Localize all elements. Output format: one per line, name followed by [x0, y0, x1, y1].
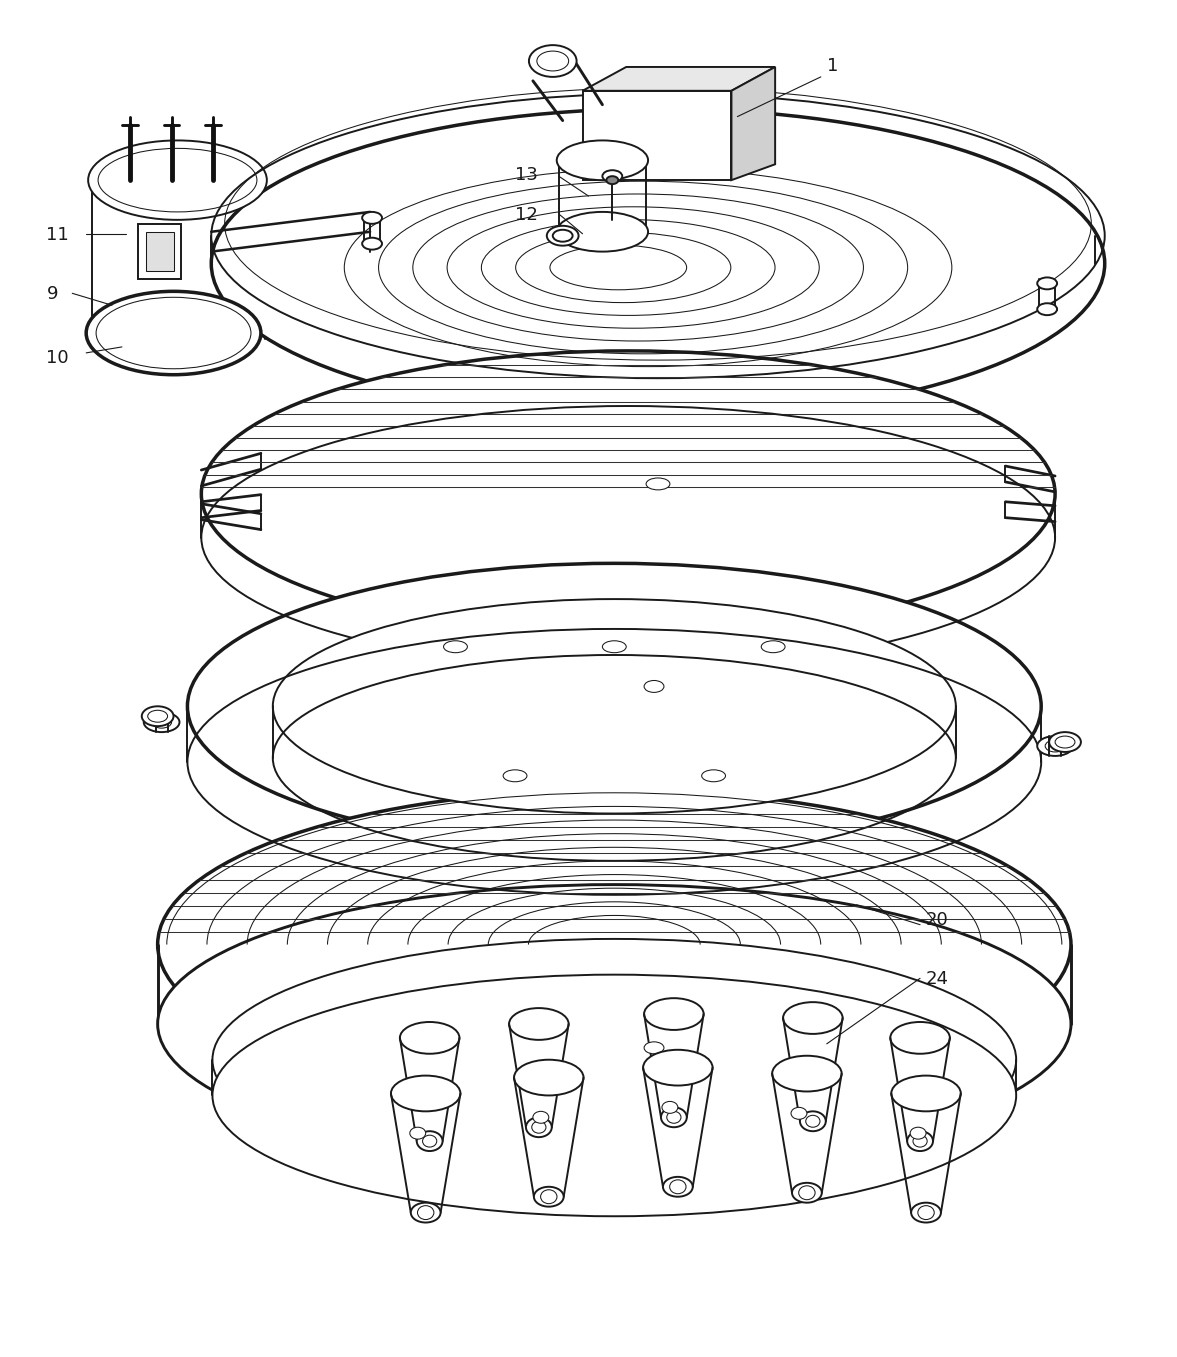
- Text: 24: 24: [926, 970, 949, 988]
- Ellipse shape: [918, 1205, 935, 1220]
- Ellipse shape: [212, 939, 1016, 1181]
- Ellipse shape: [444, 641, 467, 653]
- Text: 10: 10: [46, 349, 69, 366]
- FancyBboxPatch shape: [146, 232, 173, 271]
- Ellipse shape: [1037, 277, 1057, 289]
- Ellipse shape: [907, 1132, 933, 1151]
- Ellipse shape: [363, 237, 383, 250]
- Ellipse shape: [187, 563, 1042, 849]
- Ellipse shape: [667, 1111, 681, 1124]
- Ellipse shape: [273, 598, 956, 813]
- Ellipse shape: [410, 1128, 426, 1139]
- Polygon shape: [731, 66, 776, 180]
- Ellipse shape: [201, 351, 1055, 636]
- Ellipse shape: [911, 1202, 940, 1223]
- Ellipse shape: [86, 292, 261, 375]
- Ellipse shape: [1045, 740, 1065, 752]
- Ellipse shape: [148, 710, 167, 722]
- Ellipse shape: [792, 1183, 822, 1202]
- Ellipse shape: [799, 1186, 816, 1200]
- Ellipse shape: [670, 1179, 686, 1194]
- Ellipse shape: [772, 1056, 842, 1091]
- Ellipse shape: [1037, 303, 1057, 315]
- Text: 13: 13: [516, 166, 538, 185]
- Ellipse shape: [418, 1205, 434, 1220]
- Ellipse shape: [391, 1076, 460, 1111]
- FancyBboxPatch shape: [138, 224, 181, 280]
- Ellipse shape: [141, 706, 173, 726]
- Ellipse shape: [603, 170, 623, 182]
- Ellipse shape: [411, 1202, 440, 1223]
- Ellipse shape: [557, 212, 649, 251]
- Text: 20: 20: [926, 911, 949, 928]
- Ellipse shape: [701, 769, 725, 782]
- Ellipse shape: [528, 45, 577, 77]
- Ellipse shape: [644, 1042, 664, 1054]
- Ellipse shape: [661, 1102, 678, 1113]
- Ellipse shape: [423, 1136, 437, 1147]
- Ellipse shape: [791, 1107, 807, 1120]
- Ellipse shape: [783, 1001, 843, 1034]
- Ellipse shape: [88, 140, 267, 220]
- Polygon shape: [583, 66, 776, 91]
- Ellipse shape: [603, 641, 626, 653]
- Ellipse shape: [363, 212, 383, 224]
- Ellipse shape: [540, 1190, 557, 1204]
- Ellipse shape: [97, 297, 251, 369]
- Ellipse shape: [800, 1111, 826, 1132]
- Ellipse shape: [152, 716, 172, 729]
- Ellipse shape: [211, 109, 1105, 418]
- Ellipse shape: [644, 999, 704, 1030]
- Ellipse shape: [400, 1022, 459, 1054]
- Text: 12: 12: [516, 206, 538, 224]
- Ellipse shape: [158, 790, 1071, 1099]
- Polygon shape: [583, 91, 731, 180]
- Ellipse shape: [1055, 735, 1075, 748]
- Ellipse shape: [643, 1050, 712, 1086]
- Ellipse shape: [417, 1132, 443, 1151]
- Ellipse shape: [1037, 735, 1073, 756]
- Ellipse shape: [158, 885, 1071, 1163]
- Ellipse shape: [503, 769, 527, 782]
- Ellipse shape: [661, 1107, 687, 1128]
- Ellipse shape: [644, 680, 664, 692]
- Text: 1: 1: [826, 57, 838, 75]
- Ellipse shape: [533, 1111, 548, 1124]
- Ellipse shape: [534, 1187, 564, 1206]
- Ellipse shape: [557, 140, 649, 180]
- Ellipse shape: [891, 1076, 960, 1111]
- Ellipse shape: [526, 1117, 552, 1137]
- Ellipse shape: [913, 1136, 927, 1147]
- Ellipse shape: [606, 176, 618, 185]
- Ellipse shape: [806, 1115, 820, 1128]
- Ellipse shape: [663, 1177, 693, 1197]
- Ellipse shape: [910, 1128, 926, 1139]
- Ellipse shape: [144, 712, 179, 733]
- Text: 9: 9: [46, 285, 58, 303]
- Ellipse shape: [212, 974, 1016, 1216]
- Ellipse shape: [646, 478, 670, 490]
- Text: 11: 11: [46, 225, 69, 244]
- Ellipse shape: [553, 229, 573, 242]
- Ellipse shape: [890, 1022, 950, 1054]
- Ellipse shape: [510, 1008, 568, 1039]
- Ellipse shape: [762, 641, 785, 653]
- Ellipse shape: [547, 225, 579, 246]
- Ellipse shape: [532, 1121, 546, 1133]
- Ellipse shape: [514, 1060, 584, 1095]
- Ellipse shape: [1049, 733, 1080, 752]
